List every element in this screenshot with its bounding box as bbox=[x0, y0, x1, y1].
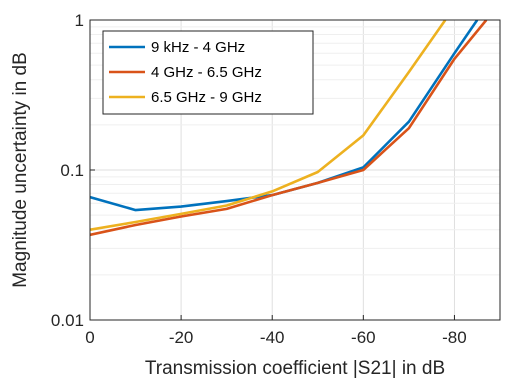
y-tick-label: 1 bbox=[75, 11, 84, 30]
legend-label-2: 4 GHz - 6.5 GHz bbox=[151, 64, 262, 81]
series-line-2 bbox=[90, 20, 488, 237]
ticks: 0 -20 -40 -60 -80 0.01 0.1 1 bbox=[51, 11, 467, 347]
x-tick-label: -20 bbox=[169, 328, 194, 347]
legend: 9 kHz - 4 GHz 4 GHz - 6.5 GHz 6.5 GHz - 9 … bbox=[102, 30, 314, 115]
series-lines bbox=[90, 20, 488, 237]
y-tick-label: 0.01 bbox=[51, 311, 84, 330]
y-tick-label: 0.1 bbox=[60, 161, 84, 180]
y-axis-label: Magnitude uncertainty in dB bbox=[10, 52, 31, 288]
x-tick-label: -40 bbox=[260, 328, 285, 347]
x-tick-label: -80 bbox=[442, 328, 467, 347]
x-tick-label: 0 bbox=[85, 328, 94, 347]
series-line-3 bbox=[90, 20, 447, 231]
x-axis-label: Transmission coefficient |S21| in dB bbox=[145, 358, 445, 379]
legend-label-3: 6.5 GHz - 9 GHz bbox=[151, 89, 262, 106]
x-tick-label: -60 bbox=[351, 328, 376, 347]
legend-label-1: 9 kHz - 4 GHz bbox=[151, 39, 245, 56]
